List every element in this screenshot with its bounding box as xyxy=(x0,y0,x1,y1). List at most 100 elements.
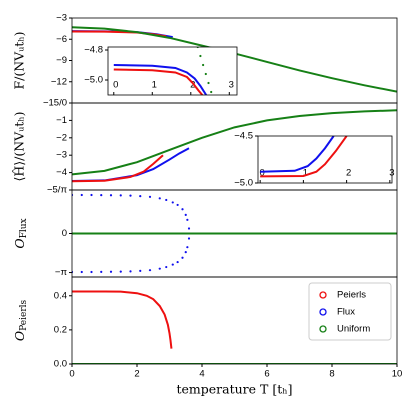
y-axis-label-sub: Flux xyxy=(19,218,29,238)
x-tick-label: 6 xyxy=(264,369,269,380)
y-axis-label: F/(NVᵤtₕ) xyxy=(12,31,27,89)
legend-label: Uniform xyxy=(337,324,370,335)
y-tick-label: −1 xyxy=(56,115,67,126)
point xyxy=(148,269,152,272)
x-axis-label: temperature T [tₕ] xyxy=(176,382,292,397)
point xyxy=(100,193,103,197)
frame xyxy=(71,276,398,365)
x-tick-label: 1 xyxy=(303,168,308,179)
point xyxy=(158,267,161,270)
frame xyxy=(107,46,238,96)
point xyxy=(186,218,189,221)
point xyxy=(129,270,132,273)
y-tick-label: −6 xyxy=(56,34,67,45)
x-tick-label: 3 xyxy=(229,80,234,91)
y-axis-label: ⟨Ĥ⟩/(NVᵤtₕ) xyxy=(12,111,27,181)
x-tick-label: 2 xyxy=(134,369,139,380)
point xyxy=(119,194,122,197)
y-tick-label: −4.5 xyxy=(234,131,253,142)
y-tick-label: −5.0 xyxy=(84,75,103,86)
series-line xyxy=(113,68,204,95)
point xyxy=(90,193,93,197)
y-tick-label: −3 xyxy=(56,150,67,161)
series-line xyxy=(72,109,397,176)
point xyxy=(187,227,191,230)
point xyxy=(207,81,210,85)
point xyxy=(181,256,184,259)
inset-bg xyxy=(258,136,392,183)
point xyxy=(184,251,187,254)
y-tick-label: 0.0 xyxy=(54,359,67,370)
y-tick-label: −5/π xyxy=(47,185,67,196)
point xyxy=(158,197,161,200)
y-tick-label: −9 xyxy=(56,55,67,66)
point xyxy=(176,260,179,264)
plot xyxy=(72,290,397,364)
point xyxy=(165,265,168,269)
y-axis-label-main: O xyxy=(12,331,27,341)
point xyxy=(186,246,189,249)
y-tick-label: −15/0 xyxy=(43,98,67,109)
x-tick-label: 4 xyxy=(199,369,204,380)
point xyxy=(165,198,168,202)
x-tick-label: 2 xyxy=(190,80,195,91)
y-tick-label: −4.8 xyxy=(84,45,103,56)
point xyxy=(210,90,213,94)
point xyxy=(184,213,187,216)
y-axis-label: OFlux xyxy=(12,218,29,248)
point xyxy=(176,203,179,207)
point xyxy=(129,194,132,197)
plot xyxy=(113,47,213,95)
y-axis-label-main: O xyxy=(12,238,27,248)
point xyxy=(187,237,191,240)
y-tick-label: −2 xyxy=(56,132,67,143)
point xyxy=(80,193,83,197)
x-tick-label: 10 xyxy=(392,369,403,380)
point xyxy=(80,270,83,274)
plot xyxy=(72,193,397,274)
legend-marker xyxy=(319,291,327,299)
x-tick-label: 8 xyxy=(329,369,334,380)
series-line xyxy=(260,136,348,178)
point xyxy=(202,63,205,67)
point xyxy=(199,54,202,58)
point xyxy=(148,195,152,198)
point xyxy=(139,269,142,273)
point xyxy=(119,270,122,273)
point xyxy=(171,263,174,266)
plot xyxy=(260,136,348,178)
y-tick-label: −4 xyxy=(56,167,67,178)
y-tick-label: −5.0 xyxy=(234,178,253,189)
legend-label: Flux xyxy=(337,307,355,318)
point xyxy=(109,270,113,273)
series-line xyxy=(260,136,335,173)
series-line xyxy=(72,290,173,349)
y-tick-label: 0.4 xyxy=(54,290,67,301)
x-tick-label: 0 xyxy=(113,80,118,91)
x-tick-label: 2 xyxy=(346,168,351,179)
series-line xyxy=(113,64,208,95)
plot xyxy=(72,109,397,183)
point xyxy=(181,208,184,211)
y-tick-label: −3 xyxy=(56,13,67,24)
y-tick-label: 0 xyxy=(62,228,67,239)
point xyxy=(204,72,207,76)
legend-marker xyxy=(319,308,327,316)
point xyxy=(109,194,113,197)
y-axis-label-sub: Peierls xyxy=(19,300,29,331)
y-axis-label: OPeierls xyxy=(12,300,29,342)
series-line xyxy=(72,154,164,183)
point xyxy=(139,194,142,198)
legend-marker xyxy=(319,325,327,333)
x-tick-label: 0 xyxy=(69,369,74,380)
y-tick-label: −π xyxy=(55,267,68,278)
legend-label: Peierls xyxy=(337,290,366,301)
point xyxy=(171,201,174,204)
legend-box xyxy=(308,282,392,341)
x-tick-label: 1 xyxy=(152,80,157,91)
y-tick-label: −12 xyxy=(51,76,67,87)
point xyxy=(90,270,93,274)
frame xyxy=(257,135,393,184)
inset-bg xyxy=(108,47,237,95)
